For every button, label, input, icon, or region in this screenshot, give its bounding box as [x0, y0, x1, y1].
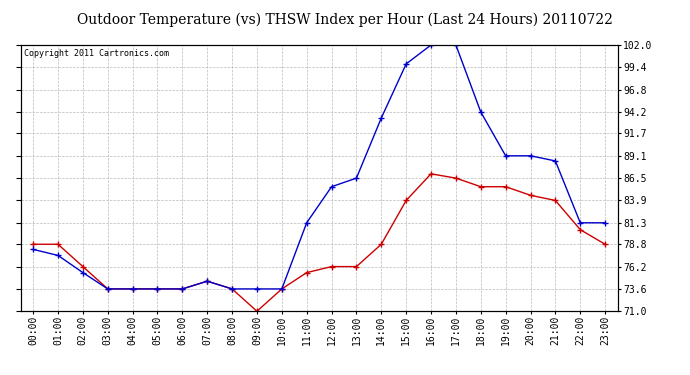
Text: Copyright 2011 Cartronics.com: Copyright 2011 Cartronics.com: [23, 49, 168, 58]
Text: Outdoor Temperature (vs) THSW Index per Hour (Last 24 Hours) 20110722: Outdoor Temperature (vs) THSW Index per …: [77, 13, 613, 27]
